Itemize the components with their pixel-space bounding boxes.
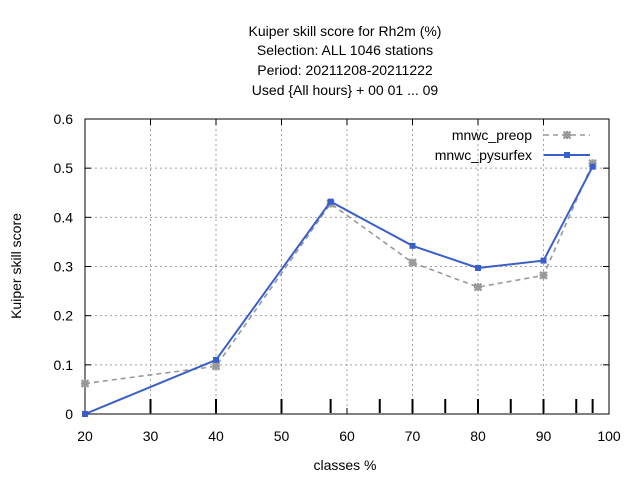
legend-label: mnwc_pysurfex xyxy=(435,147,532,163)
x-tick-label: 90 xyxy=(536,428,552,444)
x-tick-label: 20 xyxy=(77,428,93,444)
legend: mnwc_preop mnwc_pysurfex xyxy=(435,127,590,163)
x-axis-ticks: 20 30 40 50 60 70 80 90 100 xyxy=(77,119,621,444)
title-line-3: Period: 20211208-20211222 xyxy=(257,62,433,78)
grid xyxy=(85,119,609,414)
data-point xyxy=(408,258,417,267)
series-mnwc_preop xyxy=(80,158,597,388)
title-line-4: Used {All hours} + 00 01 ... 09 xyxy=(252,82,439,98)
y-tick-label: 0.1 xyxy=(54,357,74,373)
x-tick-label: 60 xyxy=(339,428,355,444)
data-point xyxy=(473,282,483,292)
y-axis-ticks: 0 0.1 0.2 0.3 0.4 0.5 0.6 xyxy=(54,111,609,422)
data-point xyxy=(213,356,219,363)
x-tick-label: 70 xyxy=(405,428,421,444)
title-line-2: Selection: ALL 1046 stations xyxy=(257,42,433,58)
title-line-1: Kuiper skill score for Rh2m (%) xyxy=(249,23,442,39)
series-mnwc_pysurfex xyxy=(82,163,596,417)
legend-entry: mnwc_preop xyxy=(452,127,590,143)
data-point xyxy=(327,198,334,205)
y-tick-label: 0.5 xyxy=(54,160,74,176)
data-point xyxy=(82,411,88,417)
data-point xyxy=(475,264,481,271)
chart-title: Kuiper skill score for Rh2m (%) Selectio… xyxy=(249,23,442,98)
data-point xyxy=(409,242,416,249)
y-tick-label: 0.6 xyxy=(54,111,74,127)
data-point xyxy=(589,163,596,170)
legend-label: mnwc_preop xyxy=(452,127,532,143)
series-layer xyxy=(80,158,597,417)
x-tick-label: 30 xyxy=(143,428,159,444)
x-tick-label: 80 xyxy=(470,428,486,444)
x-tick-label: 40 xyxy=(208,428,224,444)
y-tick-label: 0.4 xyxy=(54,209,74,225)
class-markers xyxy=(149,399,594,413)
y-axis-label: Kuiper skill score xyxy=(8,213,24,319)
x-tick-label: 50 xyxy=(274,428,290,444)
data-point xyxy=(80,379,90,388)
data-point xyxy=(564,152,570,158)
x-tick-label: 100 xyxy=(597,428,621,444)
data-point xyxy=(540,257,547,264)
data-point xyxy=(211,362,221,371)
y-tick-label: 0.2 xyxy=(54,308,74,324)
data-point xyxy=(562,130,572,140)
y-tick-label: 0 xyxy=(65,406,73,422)
data-point xyxy=(588,158,597,168)
series-line xyxy=(84,162,594,385)
x-axis-label: classes % xyxy=(313,457,376,473)
legend-entry: mnwc_pysurfex xyxy=(435,147,590,163)
y-tick-label: 0.3 xyxy=(54,259,74,275)
series-line xyxy=(84,166,594,415)
data-point xyxy=(539,271,548,280)
